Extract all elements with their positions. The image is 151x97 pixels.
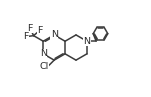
Text: Cl: Cl — [39, 62, 48, 71]
Text: F: F — [27, 24, 33, 33]
Text: F: F — [24, 32, 29, 41]
Text: N: N — [51, 30, 58, 39]
Text: F: F — [37, 26, 43, 35]
Text: N: N — [40, 49, 47, 58]
Text: N: N — [83, 37, 90, 46]
